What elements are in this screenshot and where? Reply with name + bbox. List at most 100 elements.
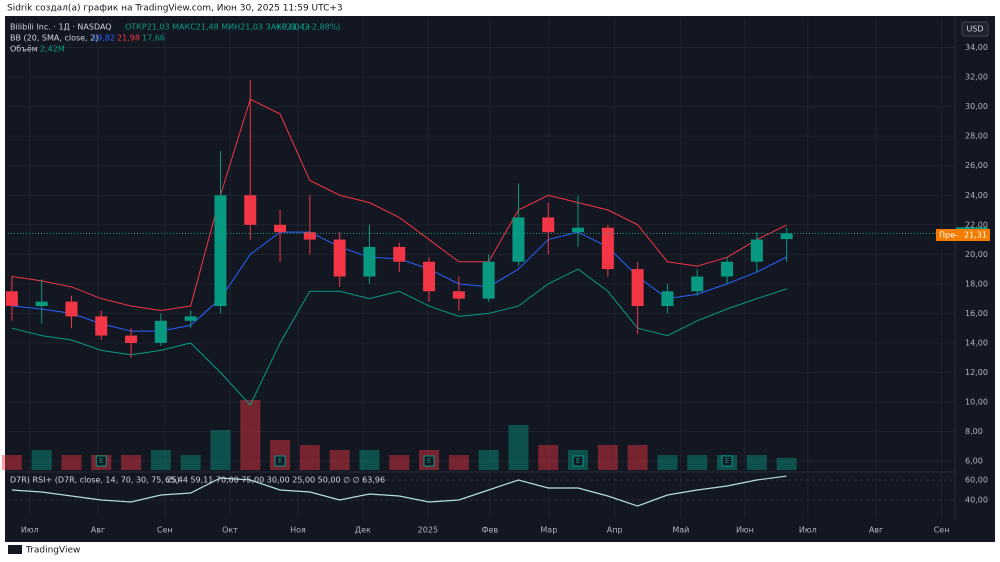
bb-line — [11, 98, 787, 311]
candle-body — [125, 335, 138, 343]
bb-value: 19,82 — [92, 34, 115, 43]
footer: TradingView — [25, 546, 80, 556]
y-tick-label: 8,00 — [965, 427, 983, 436]
volume-bar — [657, 455, 678, 470]
volume-bar — [538, 445, 559, 470]
change: +0,60 (+2,88%) — [275, 23, 340, 32]
candle-body — [721, 261, 734, 277]
y-tick-label: 16,00 — [965, 309, 988, 318]
currency-button[interactable] — [961, 21, 989, 37]
header: Sidrik создал(а) график на TradingView.c… — [7, 4, 343, 14]
x-tick-label: Фев — [482, 526, 499, 535]
bb-value: 17,66 — [142, 34, 165, 43]
volume-bar — [329, 450, 350, 470]
event-marker — [721, 455, 733, 467]
candle-body — [35, 301, 48, 307]
y-tick-label: 34,00 — [965, 43, 988, 52]
event-label: E — [725, 457, 729, 465]
x-tick-label: Авг — [91, 526, 105, 535]
premarket-value: 21,31 — [964, 230, 987, 239]
rsi-title: D7R) RSI+ (D7R, close, 14, 70, 30, 75, 2… — [10, 476, 180, 485]
candle-body — [244, 195, 257, 225]
x-tick-label: 2025 — [418, 526, 438, 535]
x-tick-label: Июл — [21, 526, 39, 535]
candle-body — [691, 276, 704, 292]
candle-body — [393, 246, 406, 262]
volume-bar — [448, 455, 469, 470]
rsi-line — [11, 475, 787, 507]
y-tick-label: 20,00 — [965, 250, 988, 259]
x-tick-label: Дек — [355, 526, 371, 535]
x-tick-label: Сен — [934, 526, 950, 535]
bb-value: 21,98 — [117, 34, 140, 43]
candle-body — [601, 227, 614, 270]
candle-body — [512, 217, 525, 262]
y-tick-label: 28,00 — [965, 132, 988, 141]
candle-body — [780, 233, 793, 240]
x-tick-label: Окт — [222, 526, 238, 535]
y-tick-label: 10,00 — [965, 398, 988, 407]
y-tick-label: 24,00 — [965, 191, 988, 200]
rsi-values: 65,44 59,11 70,00 75,00 30,00 25,00 50,0… — [165, 476, 385, 485]
chart-background — [5, 16, 995, 542]
volume-bar — [627, 445, 648, 470]
y-tick-label: 30,00 — [965, 102, 988, 111]
candle-body — [5, 291, 18, 307]
x-tick-label: Сен — [157, 526, 173, 535]
logo — [8, 545, 22, 554]
volume-bar — [210, 430, 231, 470]
candle-body — [363, 246, 376, 277]
event-label: E — [278, 457, 282, 465]
volume-bar — [299, 445, 320, 470]
x-tick-label: Ноя — [290, 526, 306, 535]
x-tick-label: Май — [672, 526, 689, 535]
candle-body — [154, 320, 167, 343]
candle-body — [274, 224, 287, 233]
x-tick-label: Апр — [607, 526, 623, 535]
candle-body — [750, 239, 763, 262]
candle-body — [452, 291, 465, 299]
volume-bar — [508, 425, 529, 470]
premarket-tag — [936, 228, 990, 241]
candle-body — [184, 316, 197, 321]
volume-bar — [776, 457, 797, 470]
candle-body — [661, 291, 674, 307]
volume-value: 2,42M — [40, 45, 65, 54]
y-tick-label: 26,00 — [965, 161, 988, 170]
y-tick-label: 12,00 — [965, 368, 988, 377]
candle-body — [333, 239, 346, 277]
candle-body — [482, 261, 495, 299]
y-tick-label: 60,00 — [965, 476, 988, 485]
y-tick-label: 6,00 — [965, 457, 983, 466]
event-label: E — [427, 457, 431, 465]
candle-body — [423, 261, 436, 292]
volume-bar — [687, 455, 708, 470]
y-tick-label: 40,00 — [965, 496, 988, 505]
candle-body — [214, 195, 227, 307]
volume-bar — [478, 450, 499, 470]
y-tick-label: 14,00 — [965, 338, 988, 347]
volume-bar — [389, 455, 410, 470]
event-marker — [95, 455, 107, 467]
event-label: E — [576, 457, 580, 465]
symbol-title: Bilibili Inc. · 1Д · NASDAQ — [10, 23, 112, 32]
y-tick-label: 32,00 — [965, 73, 988, 82]
event-marker — [274, 455, 286, 467]
candle-body — [631, 269, 644, 307]
volume-bar — [1, 455, 22, 470]
x-tick-label: Июл — [799, 526, 817, 535]
volume-bar — [31, 450, 52, 470]
candle-body — [65, 301, 78, 317]
premarket-label: Пре- — [939, 230, 958, 239]
candle-body — [303, 232, 316, 240]
volume-bar — [180, 455, 201, 470]
event-marker — [572, 455, 584, 467]
candle-body — [542, 217, 555, 233]
volume-bar — [150, 450, 171, 470]
event-label: E — [99, 457, 103, 465]
candle-body — [95, 316, 108, 336]
bb-line — [11, 268, 787, 406]
y-tick-label: 18,00 — [965, 279, 988, 288]
